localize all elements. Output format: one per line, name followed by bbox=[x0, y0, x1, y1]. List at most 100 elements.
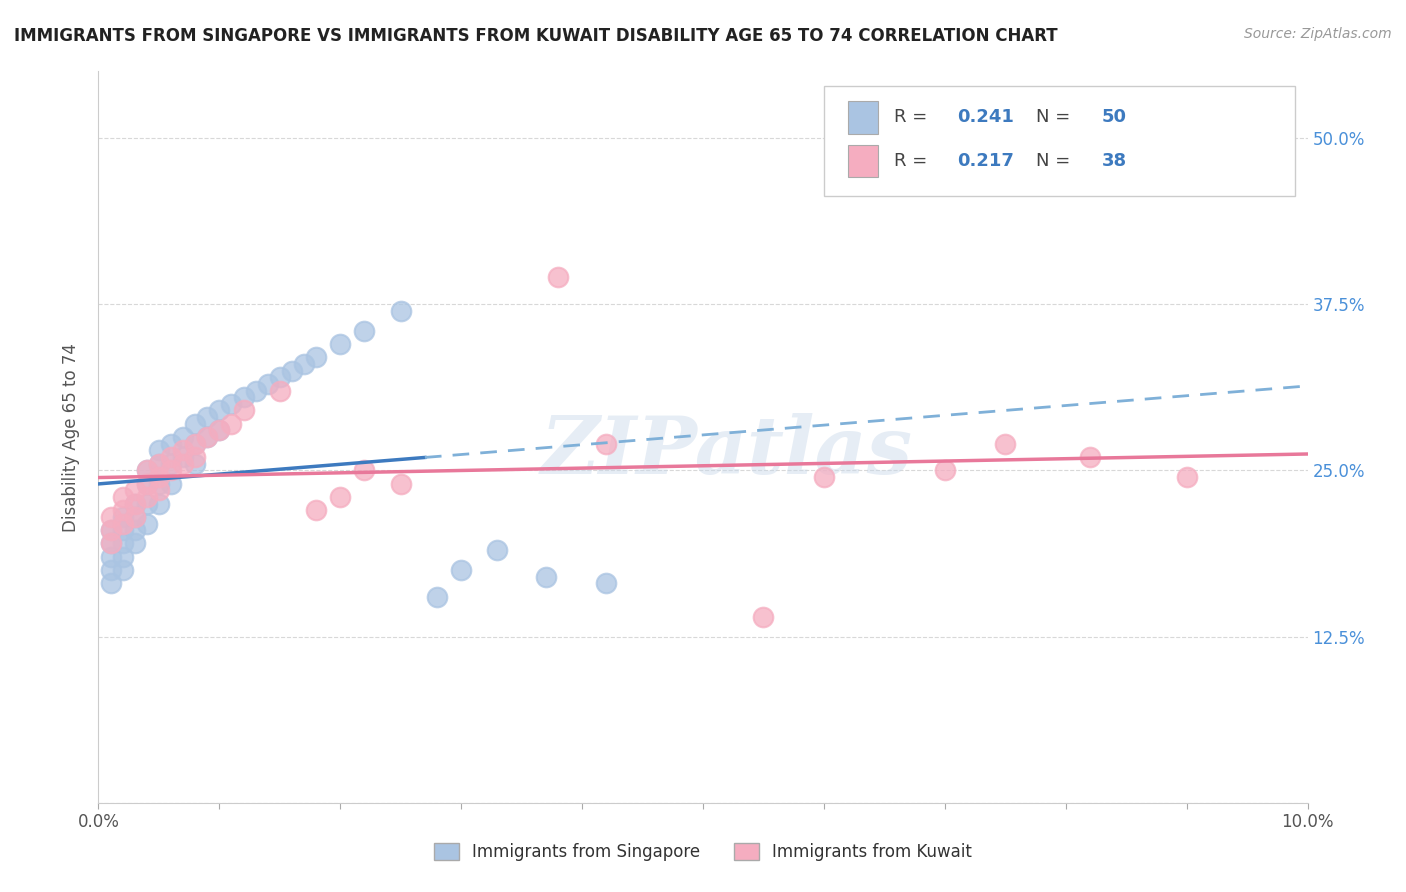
Point bbox=[124, 497, 146, 511]
Text: 0.241: 0.241 bbox=[957, 108, 1014, 126]
Point bbox=[111, 490, 134, 504]
Point bbox=[353, 324, 375, 338]
Point bbox=[100, 549, 122, 564]
Point bbox=[281, 363, 304, 377]
Bar bbox=[848, 101, 879, 134]
Point bbox=[148, 457, 170, 471]
Point bbox=[232, 403, 254, 417]
Point bbox=[184, 436, 207, 450]
Text: 38: 38 bbox=[1102, 152, 1128, 169]
Point bbox=[135, 476, 157, 491]
Point bbox=[752, 609, 775, 624]
Point bbox=[305, 503, 328, 517]
Point bbox=[221, 417, 243, 431]
Point bbox=[135, 463, 157, 477]
Text: ZIPatlas: ZIPatlas bbox=[541, 413, 914, 491]
Text: Source: ZipAtlas.com: Source: ZipAtlas.com bbox=[1244, 27, 1392, 41]
Text: N =: N = bbox=[1035, 108, 1076, 126]
Point bbox=[160, 476, 183, 491]
Point bbox=[232, 390, 254, 404]
Point bbox=[184, 457, 207, 471]
Point bbox=[135, 497, 157, 511]
Point bbox=[135, 476, 157, 491]
Point bbox=[595, 436, 617, 450]
Point bbox=[124, 483, 146, 498]
Text: IMMIGRANTS FROM SINGAPORE VS IMMIGRANTS FROM KUWAIT DISABILITY AGE 65 TO 74 CORR: IMMIGRANTS FROM SINGAPORE VS IMMIGRANTS … bbox=[14, 27, 1057, 45]
Point bbox=[221, 397, 243, 411]
Bar bbox=[848, 145, 879, 178]
Point bbox=[208, 403, 231, 417]
Point bbox=[111, 509, 134, 524]
Point bbox=[305, 351, 328, 365]
Point bbox=[124, 497, 146, 511]
Point bbox=[329, 490, 352, 504]
Point bbox=[172, 457, 194, 471]
Point bbox=[389, 303, 412, 318]
Point bbox=[124, 509, 146, 524]
Point bbox=[172, 443, 194, 458]
Point bbox=[256, 376, 278, 391]
Point bbox=[195, 410, 218, 425]
Point bbox=[124, 536, 146, 550]
Y-axis label: Disability Age 65 to 74: Disability Age 65 to 74 bbox=[62, 343, 80, 532]
Point bbox=[111, 536, 134, 550]
Point bbox=[135, 463, 157, 477]
Point bbox=[208, 424, 231, 438]
Point bbox=[934, 463, 956, 477]
Point bbox=[124, 509, 146, 524]
Point bbox=[195, 430, 218, 444]
Point bbox=[184, 450, 207, 464]
Point bbox=[111, 549, 134, 564]
Point bbox=[160, 463, 183, 477]
Point bbox=[353, 463, 375, 477]
Point bbox=[172, 430, 194, 444]
Text: N =: N = bbox=[1035, 152, 1076, 169]
Point bbox=[269, 370, 291, 384]
Point bbox=[124, 523, 146, 537]
Point bbox=[329, 337, 352, 351]
Legend: Immigrants from Singapore, Immigrants from Kuwait: Immigrants from Singapore, Immigrants fr… bbox=[427, 836, 979, 868]
Point bbox=[100, 509, 122, 524]
Point bbox=[292, 357, 315, 371]
Point bbox=[111, 516, 134, 531]
Point bbox=[160, 450, 183, 464]
Point bbox=[547, 270, 569, 285]
Point bbox=[486, 543, 509, 558]
Point bbox=[100, 563, 122, 577]
Point bbox=[100, 523, 122, 537]
Point bbox=[195, 430, 218, 444]
Text: 0.217: 0.217 bbox=[957, 152, 1014, 169]
Point bbox=[100, 536, 122, 550]
Point bbox=[148, 483, 170, 498]
Text: R =: R = bbox=[894, 152, 934, 169]
Point bbox=[269, 384, 291, 398]
Point bbox=[184, 417, 207, 431]
FancyBboxPatch shape bbox=[824, 86, 1295, 195]
Point bbox=[994, 436, 1017, 450]
Point bbox=[100, 536, 122, 550]
Text: R =: R = bbox=[894, 108, 934, 126]
Point bbox=[184, 436, 207, 450]
Point bbox=[100, 523, 122, 537]
Point bbox=[135, 490, 157, 504]
Point bbox=[111, 563, 134, 577]
Point bbox=[245, 384, 267, 398]
Point bbox=[148, 470, 170, 484]
Point bbox=[100, 576, 122, 591]
Point bbox=[1078, 450, 1101, 464]
Point bbox=[160, 436, 183, 450]
Point bbox=[208, 424, 231, 438]
Point bbox=[450, 563, 472, 577]
Point bbox=[148, 497, 170, 511]
Point bbox=[595, 576, 617, 591]
Point bbox=[534, 570, 557, 584]
Point bbox=[813, 470, 835, 484]
Point bbox=[148, 443, 170, 458]
Point bbox=[111, 523, 134, 537]
Point bbox=[1175, 470, 1198, 484]
Point bbox=[426, 590, 449, 604]
Text: 50: 50 bbox=[1102, 108, 1128, 126]
Point bbox=[160, 457, 183, 471]
Point bbox=[148, 476, 170, 491]
Point bbox=[148, 457, 170, 471]
